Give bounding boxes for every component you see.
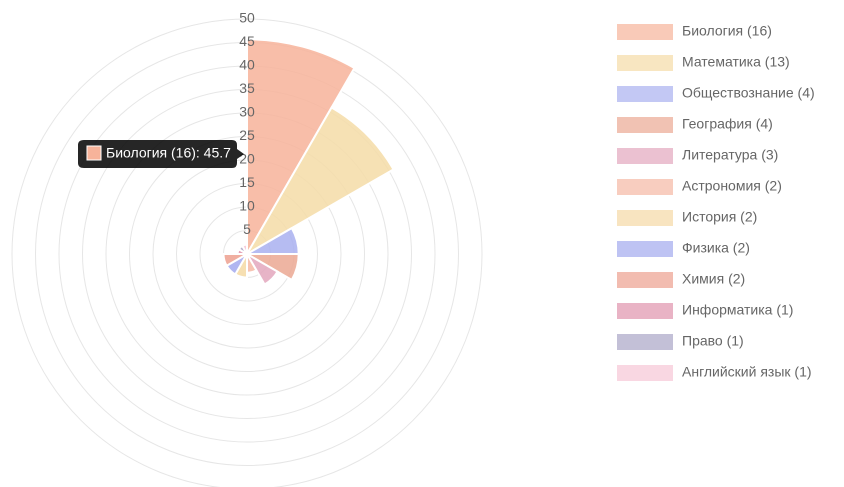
legend-swatch <box>617 334 673 350</box>
sector <box>244 251 279 286</box>
tick-label: 35 <box>239 80 255 96</box>
legend-swatch <box>617 210 673 226</box>
tooltip: Биология (16): 45.7 <box>78 140 244 168</box>
tooltip-box <box>78 140 244 168</box>
tick-label: 10 <box>239 198 255 214</box>
legend-label: Право (1) <box>682 333 744 349</box>
tick-label: 45 <box>239 33 255 49</box>
tick-label: 5 <box>243 221 251 237</box>
sector <box>222 253 251 268</box>
legend-swatch <box>617 148 673 164</box>
tooltip-swatch <box>86 145 102 161</box>
tick-label: 25 <box>239 127 255 143</box>
sector <box>244 106 395 257</box>
tick-label: 20 <box>239 151 255 167</box>
legend-swatch <box>617 86 673 102</box>
sector <box>240 243 248 258</box>
legend-label: Математика (13) <box>682 54 790 70</box>
legend-label: География (4) <box>682 116 773 132</box>
legend-swatch <box>617 55 673 71</box>
legend-swatch <box>617 117 673 133</box>
legend-label: Обществознание (4) <box>682 85 815 101</box>
legend-swatch <box>617 303 673 319</box>
tick-label: 30 <box>239 104 255 120</box>
tooltip-text: Биология (16): 45.7 <box>106 145 231 161</box>
sector <box>246 38 356 258</box>
legend-label: Английский язык (1) <box>682 364 812 380</box>
legend-label: Информатика (1) <box>682 302 793 318</box>
legend-label: Химия (2) <box>682 271 745 287</box>
tick-label: 15 <box>239 174 255 190</box>
legend-swatch <box>617 24 673 40</box>
legend-label: История (2) <box>682 209 757 225</box>
legend-swatch <box>617 365 673 381</box>
legend-swatch <box>617 241 673 257</box>
legend-label: Физика (2) <box>682 240 750 256</box>
legend-label: Литература (3) <box>682 147 778 163</box>
legend-label: Биология (16) <box>682 23 772 39</box>
tick-label: 50 <box>239 10 255 26</box>
legend-swatch <box>617 272 673 288</box>
legend-label: Астрономия (2) <box>682 178 782 194</box>
tick-label: 40 <box>239 57 255 73</box>
grid-ring <box>11 18 483 487</box>
legend-swatch <box>617 179 673 195</box>
